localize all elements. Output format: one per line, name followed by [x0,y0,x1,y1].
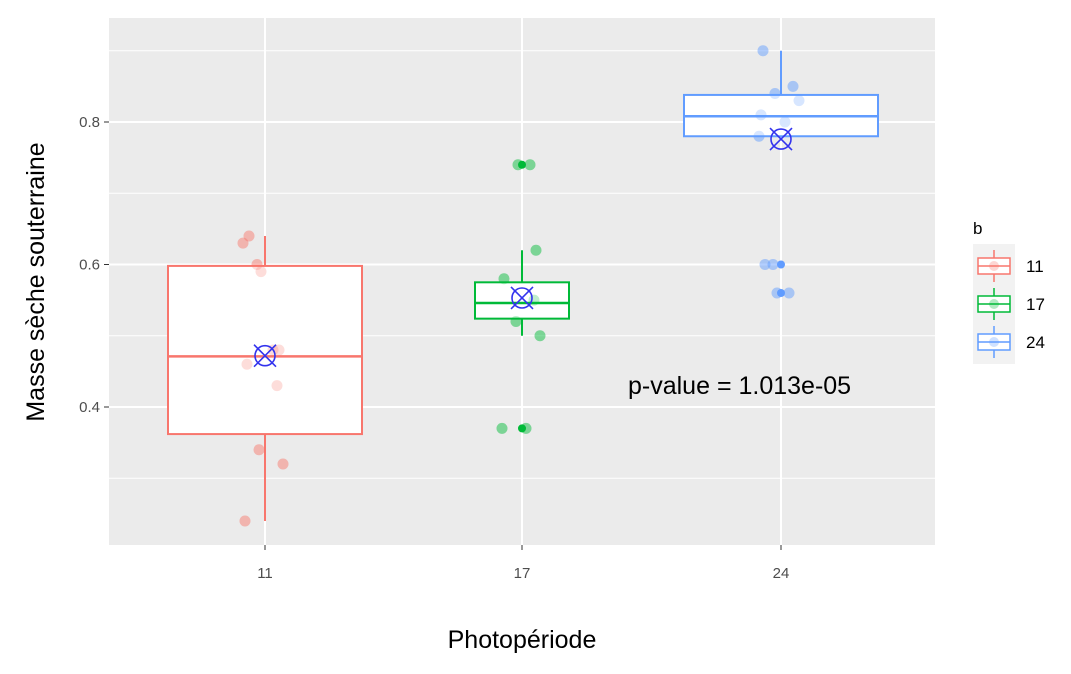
data-point-overlay [793,95,805,107]
data-point-overlay [512,159,524,171]
outlier-point [777,289,785,297]
data-point-overlay [510,316,522,327]
legend-label: 11 [1026,257,1044,276]
mean-marker-circle [511,287,533,309]
legend-key-point [989,299,999,309]
outlier-point [518,424,526,433]
data-point-overlay [755,109,767,121]
x-axis-title: Photopériode [448,626,597,654]
data-point [243,230,255,242]
mean-marker-cross [253,344,277,368]
data-point-overlay [498,273,510,285]
data-point-overlay [524,159,536,171]
data-point-overlay [787,80,799,92]
mean-marker-cross [510,286,534,310]
data-point [524,159,536,171]
data-point-overlay [759,259,771,270]
y-tick-label: 0.6 [79,257,100,274]
data-point [787,80,799,92]
data-point [530,244,542,256]
legend-label: 24 [1026,333,1045,352]
data-point-overlay [530,244,542,256]
mean-marker-cross [769,127,793,151]
data-point-overlay [771,287,783,299]
legend: b 11 17 24 [973,219,1045,364]
legend-label: 17 [1026,295,1045,314]
data-point-overlay [239,515,251,527]
data-point [237,237,249,249]
p-value-annotation: p-value = 1.013e-05 [628,372,851,400]
data-point [277,458,289,470]
data-point [239,515,251,527]
data-point-overlay [534,330,546,342]
data-point-overlay [237,237,249,249]
data-point-overlay [757,45,769,57]
data-point-overlay [753,130,765,142]
box-iqr [167,264,363,436]
data-point-overlay [251,259,263,270]
y-axis-title: Masse sèche souterraine [22,142,50,421]
mean-markers [253,127,793,368]
data-point-overlay [271,380,283,392]
data-point [253,444,265,456]
data-point [783,287,795,299]
data-point [767,259,779,270]
data-point [496,422,508,434]
outlier-point [518,160,526,169]
data-point-overlay [769,88,781,99]
data-point [757,45,769,57]
data-point-overlay [273,344,285,356]
x-tick-label: 17 [514,565,531,582]
legend-key-point [989,337,999,347]
outlier-point [777,260,785,269]
data-point-overlay [496,422,508,434]
boxes [167,45,879,527]
data-point [759,259,771,270]
data-point-overlay [255,266,267,278]
data-point-overlay [783,287,795,299]
legend-title: b [973,219,982,238]
y-tick-label: 0.4 [79,399,100,416]
legend-key-point [989,261,999,271]
data-point-overlay [277,458,289,470]
data-point-overlay [520,422,532,434]
mean-marker-circle [770,128,792,150]
axis-ticks: 0.4 0.6 0.8 11 17 24 [79,114,789,582]
data-point [534,330,546,342]
data-point-overlay [243,230,255,242]
y-tick-label: 0.8 [79,114,100,131]
x-tick-label: 11 [257,565,273,582]
data-point-overlay [779,116,791,128]
mean-marker-circle [254,344,276,367]
data-point-overlay [767,259,779,270]
x-tick-label: 24 [773,565,790,582]
data-point-overlay [253,444,265,456]
data-point-overlay [241,358,253,370]
